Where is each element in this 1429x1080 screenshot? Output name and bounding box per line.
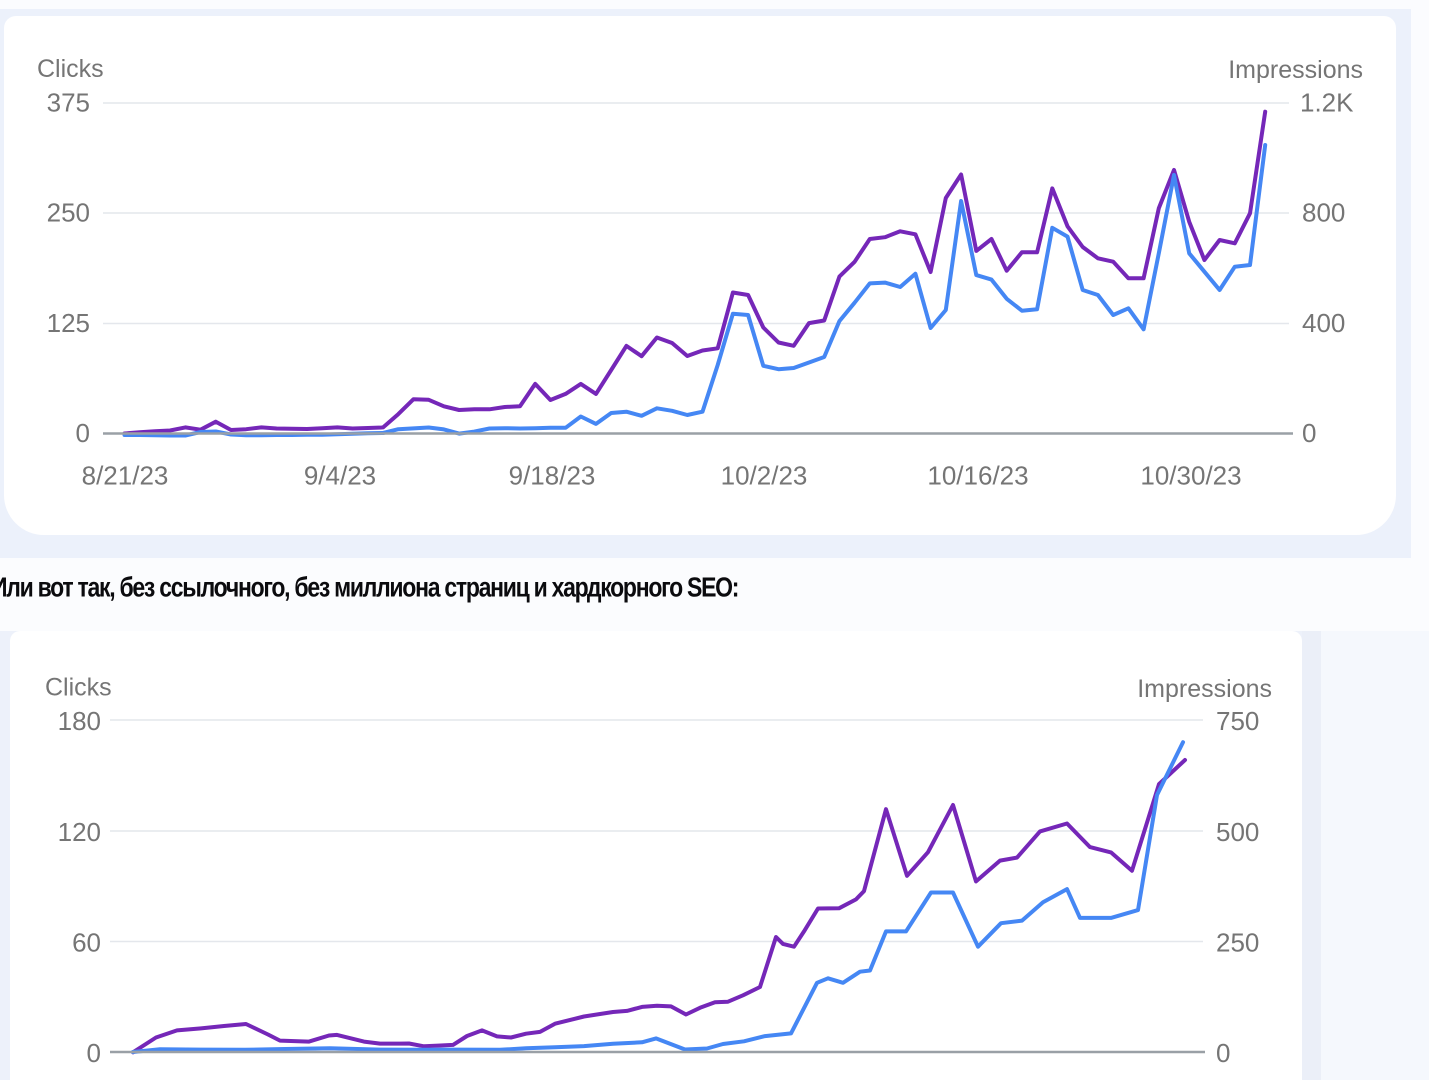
svg-text:500: 500 [1216, 817, 1259, 847]
svg-text:0: 0 [1216, 1038, 1230, 1068]
svg-text:Impressions: Impressions [1228, 56, 1363, 84]
svg-text:Clicks: Clicks [45, 674, 112, 702]
svg-text:8/21/23: 8/21/23 [82, 461, 169, 491]
svg-text:375: 375 [47, 88, 90, 118]
svg-text:125: 125 [47, 308, 90, 338]
svg-text:Clicks: Clicks [37, 55, 104, 83]
svg-text:0: 0 [87, 1038, 101, 1068]
svg-text:9/4/23: 9/4/23 [304, 461, 376, 491]
svg-text:Impressions: Impressions [1137, 675, 1272, 703]
svg-text:120: 120 [58, 817, 101, 847]
svg-text:10/2/23: 10/2/23 [721, 461, 808, 491]
svg-text:180: 180 [58, 706, 101, 736]
svg-text:800: 800 [1302, 198, 1345, 228]
svg-text:250: 250 [1216, 927, 1259, 957]
svg-text:0: 0 [1302, 418, 1316, 448]
svg-text:0: 0 [76, 418, 90, 448]
svg-text:9/18/23: 9/18/23 [509, 461, 596, 491]
svg-text:60: 60 [72, 927, 101, 957]
svg-text:250: 250 [47, 198, 90, 228]
svg-text:400: 400 [1302, 308, 1345, 338]
svg-text:10/16/23: 10/16/23 [927, 461, 1028, 491]
svg-text:1.2K: 1.2K [1300, 88, 1354, 118]
svg-text:10/30/23: 10/30/23 [1140, 461, 1241, 491]
svg-text:750: 750 [1216, 706, 1259, 736]
